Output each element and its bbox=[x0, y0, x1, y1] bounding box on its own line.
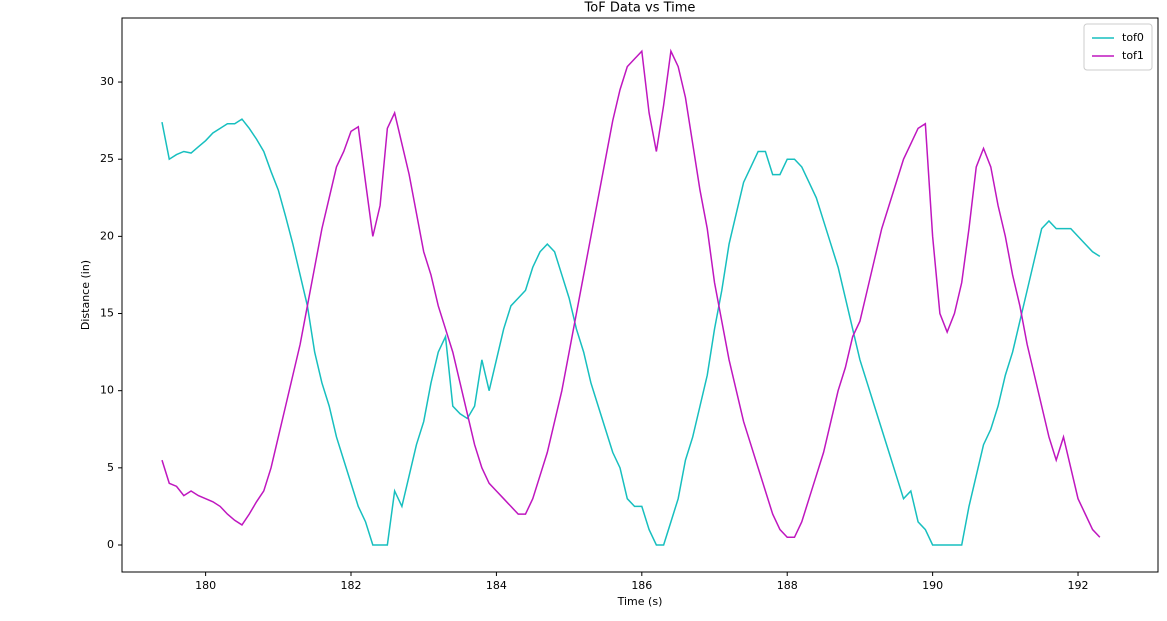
legend-label: tof0 bbox=[1122, 31, 1144, 44]
y-axis-label: Distance (in) bbox=[79, 260, 92, 330]
x-tick-label: 188 bbox=[777, 579, 798, 592]
chart-title: ToF Data vs Time bbox=[584, 1, 696, 16]
x-tick-label: 190 bbox=[922, 579, 943, 592]
y-tick-label: 30 bbox=[100, 75, 114, 88]
y-tick-label: 15 bbox=[100, 307, 114, 320]
data-line bbox=[161, 48, 1101, 539]
axes-frame bbox=[121, 17, 1159, 573]
x-tick-label: 184 bbox=[486, 579, 507, 592]
x-tick-label: 192 bbox=[1068, 579, 1089, 592]
x-tick-label: 182 bbox=[341, 579, 362, 592]
y-tick-label: 10 bbox=[100, 384, 114, 397]
x-axis-label: Time (s) bbox=[617, 595, 663, 608]
x-tick-label: 180 bbox=[195, 579, 216, 592]
y-tick-label: 25 bbox=[100, 152, 114, 165]
y-tick-label: 0 bbox=[107, 538, 114, 551]
y-tick-label: 5 bbox=[107, 461, 114, 474]
data-line bbox=[161, 118, 1101, 546]
x-tick-label: 186 bbox=[631, 579, 652, 592]
y-tick-label: 20 bbox=[100, 229, 114, 242]
legend-label: tof1 bbox=[1122, 49, 1144, 62]
legend-box bbox=[1083, 23, 1153, 71]
